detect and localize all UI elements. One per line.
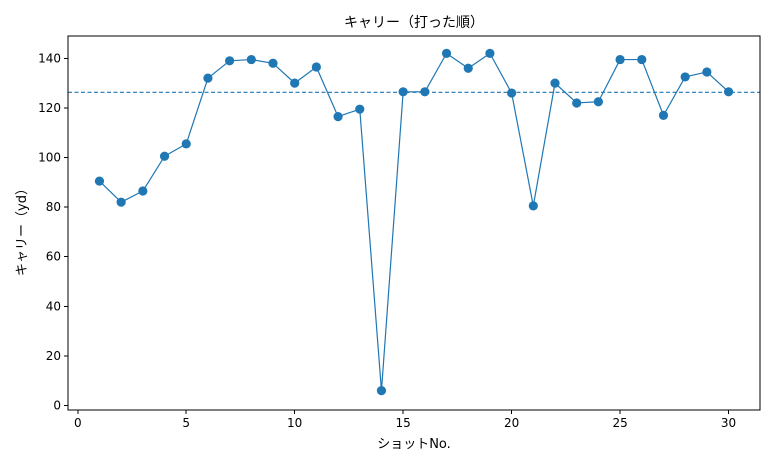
data-point (203, 73, 213, 83)
chart-title: キャリー（打った順） (344, 14, 484, 31)
y-tick-label: 140 (38, 51, 61, 65)
x-tick-label: 20 (504, 416, 519, 430)
data-point (507, 88, 517, 98)
data-point (593, 97, 603, 107)
data-point (116, 197, 126, 207)
data-point (658, 110, 669, 120)
data-point (420, 87, 430, 97)
data-point (225, 56, 235, 66)
data-point (268, 58, 278, 68)
data-point (463, 63, 473, 73)
y-tick-label: 120 (38, 101, 61, 115)
data-point (702, 67, 712, 77)
data-point (376, 386, 387, 396)
plot-area: 0 5 10 15 20 25 30 0 20 40 60 80 100 120 140 (38, 35, 761, 430)
data-point (637, 54, 647, 65)
y-tick-label: 0 (53, 399, 61, 413)
y-tick-label: 80 (46, 200, 61, 214)
data-point (159, 151, 170, 161)
data-point (355, 104, 365, 114)
data-point (441, 48, 452, 58)
data-point (615, 54, 625, 65)
y-tick-label: 40 (46, 299, 61, 313)
data-point (138, 186, 148, 196)
data-point (485, 48, 495, 58)
y-tick-label: 100 (38, 151, 61, 165)
data-point (311, 62, 321, 72)
data-point (550, 78, 560, 88)
y-tick-label: 60 (46, 250, 61, 264)
x-tick-label: 15 (396, 416, 411, 430)
x-tick-label: 30 (721, 416, 736, 430)
data-point (246, 54, 256, 65)
x-tick-label: 25 (612, 416, 627, 430)
y-axis-label: キャリー（yd） (15, 182, 30, 276)
data-point (398, 87, 408, 97)
data-point (333, 112, 343, 122)
series-line (99, 52, 729, 392)
x-tick-label: 10 (287, 416, 302, 430)
data-point (723, 87, 734, 97)
data-point (528, 201, 538, 211)
data-point (94, 176, 105, 186)
y-tick-label: 20 (46, 349, 61, 363)
data-point (290, 78, 300, 88)
x-tick-label: 5 (182, 416, 190, 430)
plot-frame (67, 35, 761, 411)
data-point (680, 72, 690, 82)
x-axis-label: ショットNo. (377, 437, 451, 452)
x-tick-label: 0 (74, 416, 82, 430)
data-point (181, 139, 191, 149)
data-point (572, 98, 582, 108)
